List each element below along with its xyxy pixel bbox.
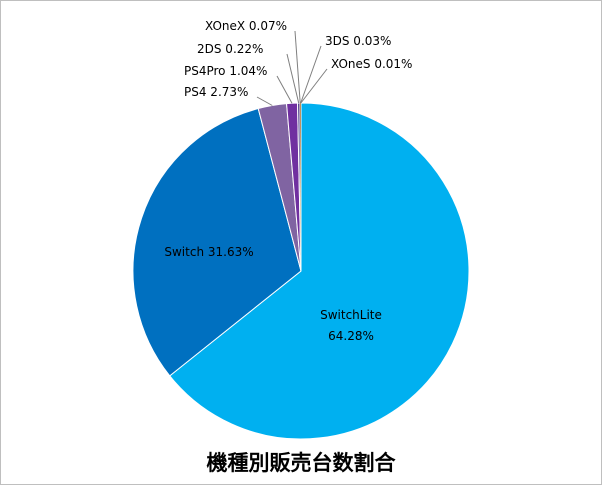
pie-slice-xonex <box>299 103 301 271</box>
data-label-ps4: PS4 2.73% <box>184 85 248 99</box>
data-label-switchlite: SwitchLite 64.28% <box>320 308 382 343</box>
chart-title: 機種別販売台数割合 <box>206 451 396 475</box>
data-label-xonex: XOneX 0.07% <box>205 19 287 33</box>
pie-slice-switchlite <box>169 102 470 440</box>
leader-line-xones <box>300 68 328 104</box>
leader-line-2ds <box>286 53 300 104</box>
pie-slice-switch <box>132 107 302 377</box>
data-labels: SwitchLite 64.28% Switch 31.63% PS4 2.73% PS… <box>164 19 412 343</box>
leader-line-ps4 <box>256 96 273 106</box>
pie-slices <box>132 102 470 440</box>
data-label-2ds: 2DS 0.22% <box>197 42 263 56</box>
data-label-3ds: 3DS 0.03% <box>325 34 391 48</box>
leader-line-xonex <box>294 30 301 104</box>
data-label-switch: Switch 31.63% <box>164 245 253 259</box>
leader-line-ps4pro <box>276 75 293 104</box>
data-label-ps4pro: PS4Pro 1.04% <box>184 64 267 78</box>
data-label-xones: XOneS 0.01% <box>331 57 412 71</box>
leader-lines <box>256 30 328 106</box>
leader-line-3ds <box>300 45 322 104</box>
